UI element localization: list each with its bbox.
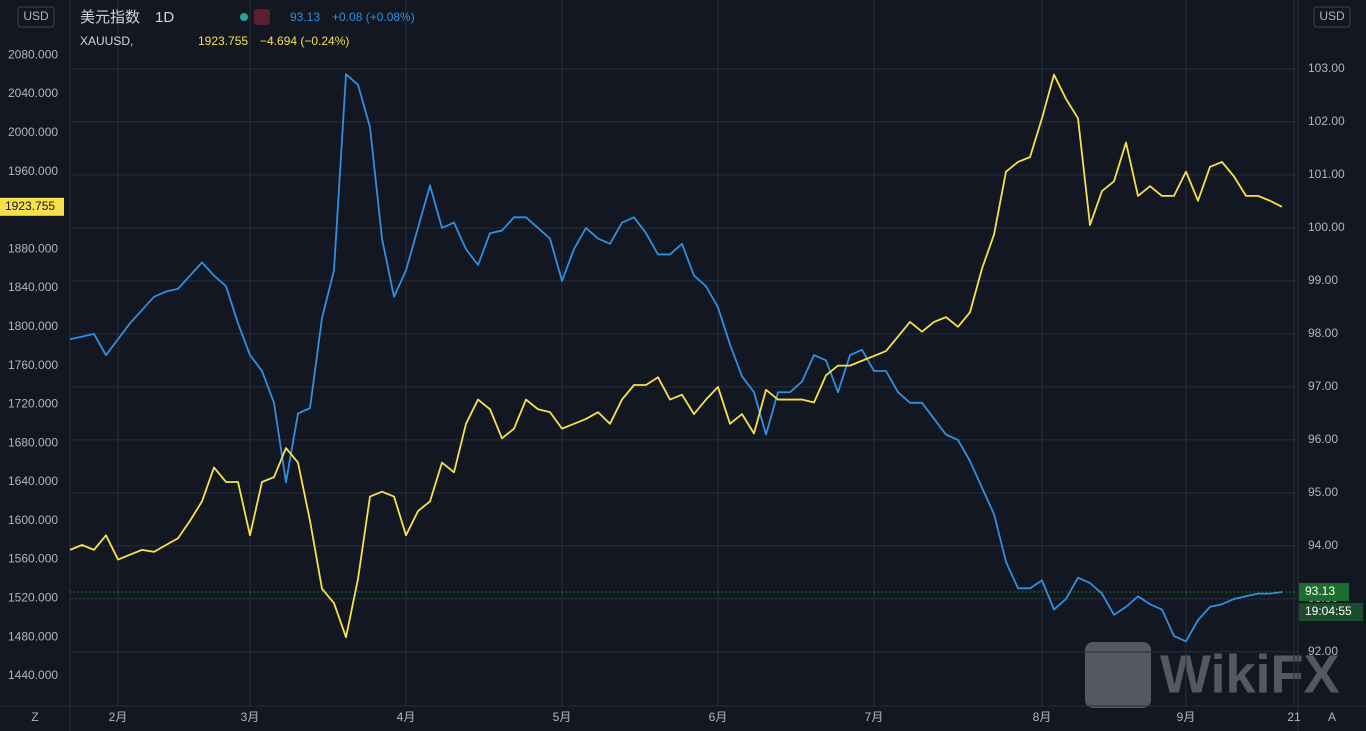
y2-tick-label: 92.00 [1308,644,1338,658]
unit-box[interactable] [1313,6,1351,28]
status-icon [254,9,270,25]
lines [69,73,1298,643]
watermark: WikiFX [1085,642,1340,708]
y-tick-label: 2080.000 [8,47,58,61]
countdown: 19:04:55 [1305,604,1352,618]
y2-tick-label: 97.00 [1308,379,1338,393]
y2-tick-label: 102.00 [1308,114,1345,128]
price-tag [0,197,64,216]
y2-tick-label: 100.00 [1308,220,1345,234]
price-change: +0.08 (+0.08%) [332,10,415,24]
y-tick-label: 1560.000 [8,552,58,566]
y-tick-label: 1440.000 [8,668,58,682]
price-change: −4.694 (−0.24%) [260,34,349,48]
y2-tick-label: 98.00 [1308,326,1338,340]
x-tick-label: 4月 [397,710,416,724]
header: USD 美元指数 1D 93.13 +0.08 (+0.08%) XAUUSD,… [17,6,1351,48]
y-tick-label: 1480.000 [8,629,58,643]
y-tick-label: 1880.000 [8,241,58,255]
x-tick-label: 6月 [709,710,728,724]
watermark-text: WikiFX [1160,644,1340,704]
y-tick-label: 1600.000 [8,513,58,527]
y-tick-label: 2040.000 [8,86,58,100]
y-tick-label: 1840.000 [8,280,58,294]
series-name: XAUUSD, [80,34,133,48]
y-tick-label: 1520.000 [8,591,58,605]
y2-tick-label: 95.00 [1308,485,1338,499]
price-tag-label: 1923.755 [5,199,55,213]
x-tick-label: 3月 [241,710,260,724]
y2-tick-label: 99.00 [1308,273,1338,287]
y-tick-label: 1680.000 [8,435,58,449]
y-tick-label: 1760.000 [8,358,58,372]
right-unit: USD [1319,9,1345,23]
y-tick-label: 1720.000 [8,397,58,411]
status-dot [240,13,248,21]
x-tick-label: 8月 [1033,710,1052,724]
y-tick-label: 2000.000 [8,125,58,139]
series-line [69,73,1283,639]
x-tick-label: 9月 [1177,710,1196,724]
countdown-tag [1299,603,1363,622]
y2-tick-label: 101.00 [1308,167,1345,181]
price-tag-label: 93.13 [1305,584,1335,598]
y-tick-label: 1960.000 [8,164,58,178]
x-tick-label: 2月 [109,710,128,724]
last-price: 1923.755 [198,34,248,48]
y-tick-label: 1640.000 [8,474,58,488]
x-tick-label: 7月 [865,710,884,724]
price-tag [1299,583,1349,602]
grid [70,0,1298,706]
interval: 1D [155,9,174,26]
left-unit: USD [23,9,49,23]
unit-box[interactable] [17,6,55,28]
series-name: 美元指数 [80,9,140,26]
x-tick-label: 21 [1287,710,1301,724]
y2-tick-label: 103.00 [1308,61,1345,75]
watermark-logo [1085,642,1151,708]
y2-tick-label: 96.00 [1308,432,1338,446]
y-tick-label: 1800.000 [8,319,58,333]
y2-tick-label: 94.00 [1308,538,1338,552]
series-line [69,73,1283,643]
button[interactable]: A [1328,710,1336,724]
labels: 1440.000 1480.000 1520.000 1560.000 1600.000… [0,47,1363,724]
x-tick-label: 5月 [553,710,572,724]
last-price: 93.13 [290,10,320,24]
button[interactable]: Z [31,710,38,724]
